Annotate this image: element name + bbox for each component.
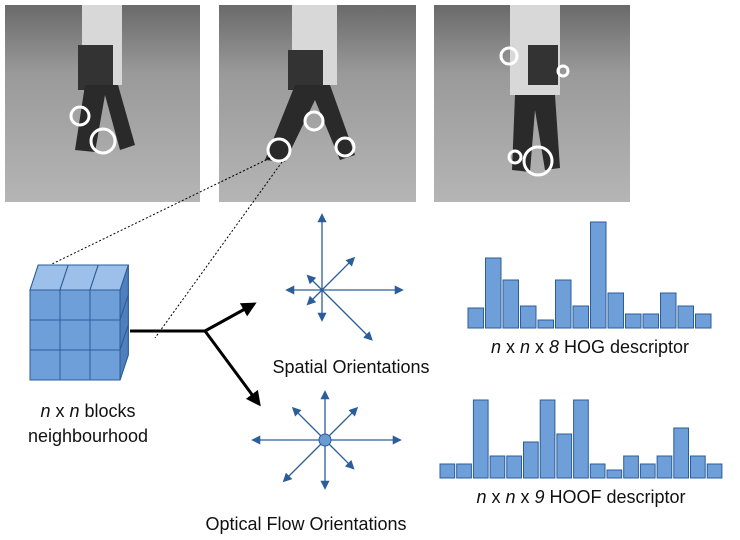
histogram-bar	[468, 308, 484, 328]
cube-label: neighbourhood	[28, 426, 148, 446]
spatial-label: Spatial Orientations	[272, 357, 429, 377]
figure: n x n blocks neighbourhood Spatial Orien…	[0, 0, 740, 535]
histogram-bar	[640, 464, 655, 478]
label-part: 8	[549, 337, 559, 357]
label-part: x	[515, 487, 534, 507]
cube-cell	[90, 350, 120, 380]
histogram-bar	[503, 280, 519, 328]
label-part: x	[50, 401, 69, 421]
label-part: HOOF descriptor	[545, 487, 686, 507]
label-part: HOG descriptor	[559, 337, 689, 357]
flow-label: Optical Flow Orientations	[205, 514, 406, 534]
histogram-bar	[556, 280, 572, 328]
label-part: x	[486, 487, 505, 507]
cube-cell	[30, 290, 60, 320]
cube-cell	[30, 320, 60, 350]
orientation-arrow	[325, 408, 357, 440]
histogram-bar	[661, 293, 677, 328]
label-part: blocks	[80, 401, 136, 421]
frame	[434, 5, 630, 202]
histogram-bar	[678, 306, 694, 328]
histogram-bar	[521, 306, 537, 328]
orientation-arrow	[308, 290, 322, 304]
label-part: x	[501, 337, 520, 357]
cube-cell	[30, 350, 60, 380]
label-part: n	[505, 487, 515, 507]
histogram-bar	[540, 400, 555, 478]
histogram-bar	[557, 434, 572, 478]
histogram-bar	[473, 400, 488, 478]
histogram-bar	[486, 258, 502, 328]
histogram-bar	[507, 456, 522, 478]
label-part: n	[476, 487, 486, 507]
histogram-bar	[590, 464, 605, 478]
histogram-bar	[643, 314, 659, 328]
label-part: 9	[535, 487, 545, 507]
label-part: n	[69, 401, 79, 421]
histogram-bar	[691, 456, 706, 478]
hoof-label: n x n x 9 HOOF descriptor	[476, 487, 685, 507]
spatial-orientation-star	[287, 215, 402, 339]
histogram-bar	[696, 314, 712, 328]
branch-arrows	[130, 304, 259, 404]
histogram-bar	[524, 442, 539, 478]
cube	[30, 265, 128, 380]
label-part: n	[40, 401, 50, 421]
frame	[219, 5, 416, 202]
label-part: n	[491, 337, 501, 357]
histogram-bar	[591, 222, 607, 328]
hoof-histogram	[440, 400, 722, 478]
hog-histogram	[468, 222, 711, 328]
histogram-bar	[607, 470, 622, 478]
orientation-arrow	[322, 290, 371, 339]
label-part: x	[530, 337, 549, 357]
histogram-bar	[490, 456, 505, 478]
cube-cell	[60, 350, 90, 380]
histogram-bar	[440, 464, 455, 478]
orientation-arrow	[284, 440, 325, 481]
frame	[5, 5, 200, 202]
label-part: n	[520, 337, 530, 357]
histogram-bar	[657, 456, 672, 478]
cube-cell	[90, 320, 120, 350]
hog-label: n x n x 8 HOG descriptor	[491, 337, 689, 357]
cube-cell	[60, 320, 90, 350]
histogram-bar	[457, 464, 472, 478]
orientation-arrow	[322, 258, 354, 290]
cube-cell	[90, 290, 120, 320]
orientation-arrow	[308, 276, 322, 290]
orientation-arrow	[293, 408, 325, 440]
histogram-bar	[624, 456, 639, 478]
cube-cell	[60, 290, 90, 320]
histogram-bar	[573, 306, 589, 328]
histogram-bar	[707, 464, 722, 478]
flow-center	[319, 434, 331, 446]
histogram-bar	[538, 320, 554, 328]
histogram-bar	[674, 428, 689, 478]
histogram-bar	[626, 314, 642, 328]
histogram-bar	[574, 400, 589, 478]
cube-label: n x n blocks	[40, 401, 135, 421]
histogram-bar	[608, 293, 624, 328]
